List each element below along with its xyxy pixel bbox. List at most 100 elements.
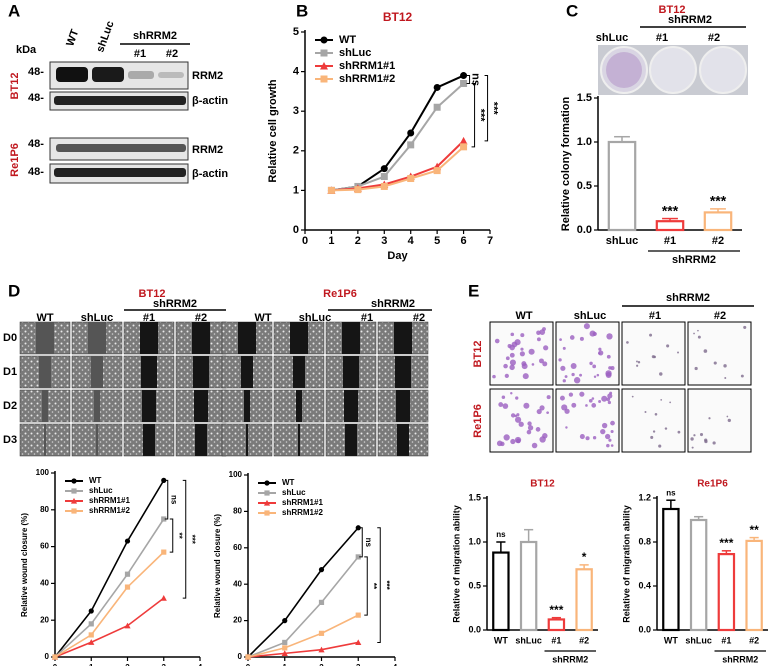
migrated-cell (505, 356, 510, 361)
migrated-cell (606, 354, 611, 359)
migrated-cell (600, 428, 606, 435)
marker (161, 477, 167, 483)
significance-label: *** (549, 603, 563, 617)
x-tick-label: shLuc (685, 635, 712, 645)
bracket (182, 479, 187, 599)
bracket (359, 527, 363, 558)
legend-label: shRRM1#2 (282, 508, 323, 517)
migrated-cell (669, 401, 672, 404)
legend-label: shLuc (282, 488, 306, 497)
bar (655, 220, 685, 232)
marker (71, 508, 77, 514)
migrated-cell (504, 373, 509, 378)
migrated-cell (691, 446, 694, 449)
significance-label: *** (382, 580, 391, 590)
significance-label: ns (496, 530, 506, 539)
x-tick-label: 5 (434, 235, 440, 247)
significance-label: ns (470, 73, 482, 86)
marker (52, 654, 58, 660)
legend-label: shRRM1#1 (339, 60, 395, 72)
legend-label: shRRM1#1 (282, 498, 323, 507)
x-tick-label: 2 (355, 235, 361, 247)
lane-label: WT (64, 28, 81, 48)
day-label: D0 (3, 332, 17, 344)
migrated-cell (565, 426, 568, 429)
bar (689, 518, 708, 632)
migrated-cell (649, 333, 653, 337)
migrated-cell (516, 413, 520, 417)
mw-marker: 48- (28, 66, 44, 78)
migrated-cell (509, 344, 515, 351)
migrated-cell (704, 439, 708, 444)
wound-images: BT12 Re1P6 WT shLuc shRRM2 #1 #2 WT shLu… (3, 288, 432, 446)
wound-gap (246, 424, 248, 456)
x-tick-label: #2 (749, 635, 759, 645)
bracket (169, 518, 174, 553)
series-line (247, 614, 359, 658)
marker (70, 497, 78, 504)
lane-label: shLuc (94, 19, 116, 54)
wound-gap (193, 356, 209, 388)
y-tick-label: 2 (293, 145, 299, 157)
wound-gap (244, 390, 250, 422)
bracket (377, 527, 381, 643)
migrated-cell (509, 364, 515, 371)
migrated-cell (522, 373, 529, 380)
migrated-cell (637, 361, 641, 364)
significance-label: ** (749, 523, 759, 537)
marker (318, 567, 325, 573)
wound-gap (36, 322, 54, 354)
lane-label: WT (254, 312, 271, 324)
migrated-cell (694, 366, 698, 371)
significance-label: *** (662, 202, 679, 218)
migrated-cell (596, 373, 600, 377)
migrated-cell (564, 375, 568, 379)
group-label: shRRM2 (371, 298, 415, 310)
migrated-cell (539, 329, 546, 335)
protein-label: β-actin (192, 95, 228, 107)
cell-line-label: BT12 (9, 73, 21, 100)
well (699, 46, 747, 94)
migrated-cell (562, 379, 566, 383)
mw-marker: 48- (28, 138, 44, 150)
marker (380, 173, 388, 181)
series-line (54, 479, 165, 658)
x-axis-label: Day (387, 250, 408, 262)
x-tick-label: 2 (125, 663, 130, 666)
legend-label: shRRM1#2 (339, 73, 395, 85)
migrated-cell (559, 338, 562, 342)
series-line (54, 518, 165, 658)
y-tick-label: 40 (233, 579, 242, 588)
y-tick-label: 0 (238, 652, 243, 661)
migrated-cell (519, 351, 525, 357)
y-tick-label: 100 (36, 468, 50, 477)
wound-gap (344, 390, 358, 422)
series-line (331, 82, 465, 192)
y-tick-label: 0.8 (638, 536, 651, 546)
migrated-cell (712, 441, 716, 445)
significance-label: ** (369, 583, 378, 590)
migrated-cell (502, 403, 509, 409)
migrated-cell (652, 430, 656, 433)
kda-label: kDa (16, 44, 37, 56)
migrated-cell (562, 346, 566, 350)
marker (433, 83, 441, 91)
migrated-cell (573, 377, 581, 384)
migrated-cell (510, 392, 513, 395)
transwell-images: WT shLuc shRRM2 #1 #2 BT12 Re1P6 (472, 292, 754, 438)
migrated-cell (693, 434, 696, 437)
migrated-cell (523, 402, 530, 409)
migrated-cell (542, 361, 548, 367)
bar (607, 140, 637, 232)
migrated-cell (560, 365, 566, 371)
migrated-cell (631, 395, 634, 398)
legend-label: WT (89, 476, 102, 485)
x-tick-label: 0 (53, 663, 58, 666)
y-tick-label: 80 (233, 507, 242, 516)
marker (160, 595, 167, 601)
wound-gap (195, 424, 207, 456)
lane-label: #2 (708, 32, 720, 44)
lane-label: #2 (413, 312, 425, 324)
x-tick-label: 3 (162, 663, 167, 666)
image-title: Re1P6 (323, 288, 357, 300)
